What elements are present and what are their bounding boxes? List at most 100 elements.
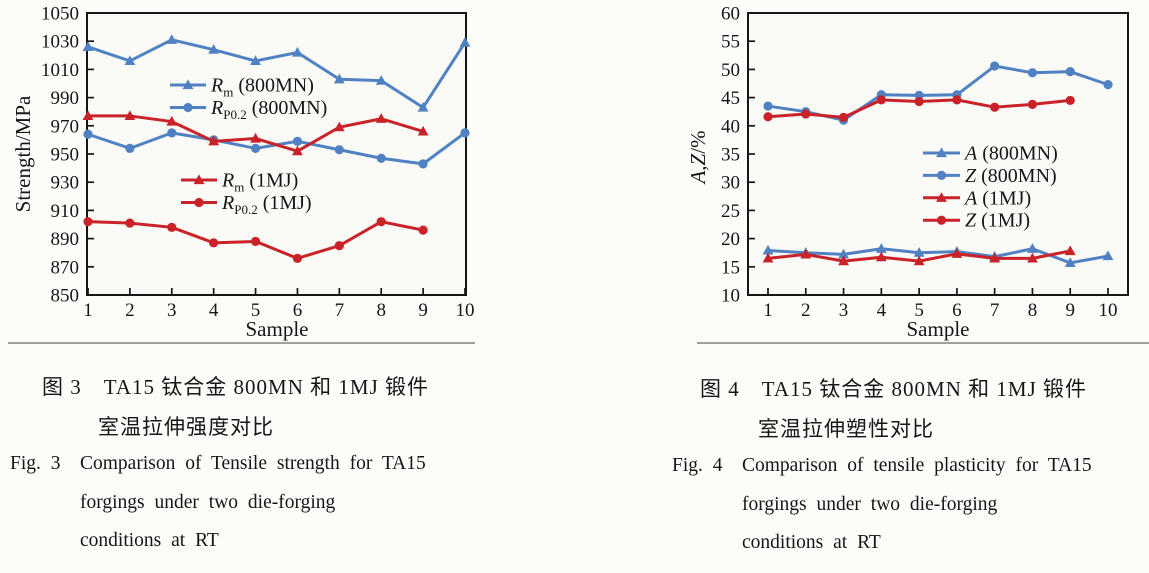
data-point-marker — [763, 101, 773, 111]
data-point-marker — [292, 145, 303, 156]
data-point-marker — [418, 225, 428, 235]
data-point-marker — [125, 218, 135, 228]
y-axis-title: Strength/MPa — [11, 95, 35, 212]
figure3-caption-zh-line1: 图 3 TA15 钛合金 800MN 和 1MJ 锻件 — [42, 375, 429, 399]
x-axis-title: Sample — [907, 317, 970, 341]
legend-marker — [194, 197, 204, 208]
y-tick-label: 1030 — [41, 32, 79, 53]
y-tick-label: 35 — [721, 145, 740, 166]
data-point-marker — [417, 101, 429, 112]
data-point-marker — [875, 251, 887, 262]
series-A-1MJ- — [762, 245, 1076, 266]
data-point-marker — [914, 96, 924, 107]
data-point-marker — [82, 41, 94, 51]
y-tick-label: 1010 — [41, 60, 79, 81]
column-rule-left — [8, 342, 475, 344]
legend-label: RP0.2 (1MJ) — [221, 192, 312, 217]
data-point-marker — [1027, 68, 1038, 78]
legend-marker — [936, 147, 947, 158]
data-point-marker — [951, 248, 963, 258]
data-point-marker — [376, 153, 386, 163]
y-tick-label: 55 — [721, 32, 740, 53]
figure3-caption: 图 3 TA15 钛合金 800MN 和 1MJ 锻件 室温拉伸强度对比 Fig… — [0, 371, 505, 571]
data-point-marker — [990, 61, 1000, 71]
column-rule-right — [697, 342, 1149, 344]
y-tick-label: 10 — [721, 286, 740, 307]
data-point-marker — [1027, 252, 1038, 263]
data-point-marker — [838, 255, 849, 266]
data-point-marker — [167, 222, 177, 232]
legend-marker — [193, 174, 205, 185]
y-tick-label: 990 — [51, 88, 80, 109]
x-tick-label: 9 — [1065, 300, 1075, 321]
y-tick-label: 1050 — [41, 4, 79, 25]
data-point-marker — [460, 128, 470, 138]
x-tick-label: 9 — [418, 300, 428, 321]
series-line — [86, 38, 467, 109]
figure4-caption-en-line1: Fig. 4 Comparison of tensile plasticity f… — [672, 455, 1092, 477]
x-tick-label: 10 — [456, 300, 475, 321]
figure4-caption-en-line2: forgings under two die-forging — [742, 494, 998, 515]
y-tick-label: 950 — [51, 145, 80, 166]
data-point-marker — [83, 129, 93, 139]
x-tick-label: 8 — [1028, 300, 1038, 321]
data-point-marker — [208, 44, 220, 54]
x-tick-label: 4 — [209, 300, 219, 321]
data-point-marker — [762, 252, 774, 263]
legend-label: Z (800MN) — [965, 165, 1057, 187]
x-tick-label: 4 — [877, 300, 887, 321]
y-tick-label: 870 — [51, 257, 80, 278]
y-tick-label: 25 — [721, 201, 740, 222]
x-tick-label: 2 — [125, 300, 135, 321]
data-point-marker — [250, 143, 261, 153]
axis-ticks — [87, 40, 466, 295]
data-point-marker — [1064, 245, 1076, 256]
x-tick-label: 3 — [839, 300, 849, 321]
x-tick-label: 8 — [376, 300, 386, 321]
legend-label: Z (1MJ) — [965, 210, 1030, 232]
y-tick-label: 60 — [721, 4, 740, 25]
data-point-marker — [292, 46, 303, 57]
data-point-marker — [762, 244, 774, 255]
legend-label: A (1MJ) — [963, 187, 1031, 209]
x-tick-label: 1 — [763, 300, 773, 321]
data-point-marker — [913, 255, 925, 266]
data-point-marker — [334, 145, 344, 155]
data-point-marker — [459, 37, 471, 47]
data-point-marker — [333, 121, 345, 132]
y-tick-label: 45 — [721, 88, 740, 109]
legend-label: RP0.2 (800MN) — [210, 97, 327, 122]
legend-marker — [936, 215, 947, 225]
data-point-marker — [333, 73, 345, 84]
data-point-marker — [334, 241, 344, 251]
x-tick-label: 5 — [251, 300, 261, 321]
data-point-marker — [166, 115, 178, 126]
x-tick-label: 3 — [167, 300, 177, 321]
data-point-marker — [1103, 80, 1113, 90]
y-tick-label: 850 — [51, 286, 80, 307]
data-point-marker — [167, 128, 177, 138]
data-point-marker — [838, 112, 849, 122]
legend-group: Rm (800MN)RP0.2 (800MN) — [170, 75, 327, 122]
legend-marker — [936, 192, 947, 202]
data-point-marker — [125, 143, 135, 153]
figure3-caption-en-line3: conditions at RT — [80, 530, 219, 551]
x-tick-label: 1 — [83, 300, 93, 321]
figure4-en-text: Comparison of tensile plasticity for TA1… — [742, 455, 1092, 476]
data-point-marker — [1065, 67, 1075, 77]
data-point-marker — [375, 113, 387, 123]
data-point-marker — [250, 55, 261, 66]
data-point-marker — [952, 95, 962, 105]
data-point-marker — [82, 110, 94, 121]
data-point-marker — [876, 95, 886, 105]
legend-label: Rm (800MN) — [210, 75, 314, 100]
y-tick-label: 930 — [51, 173, 80, 194]
y-tick-label: 20 — [721, 229, 740, 250]
figure4-label: Fig. 4 — [672, 455, 723, 476]
data-point-marker — [913, 247, 925, 257]
data-point-marker — [418, 159, 428, 169]
data-point-marker — [1065, 95, 1075, 106]
x-tick-label: 5 — [914, 300, 924, 321]
